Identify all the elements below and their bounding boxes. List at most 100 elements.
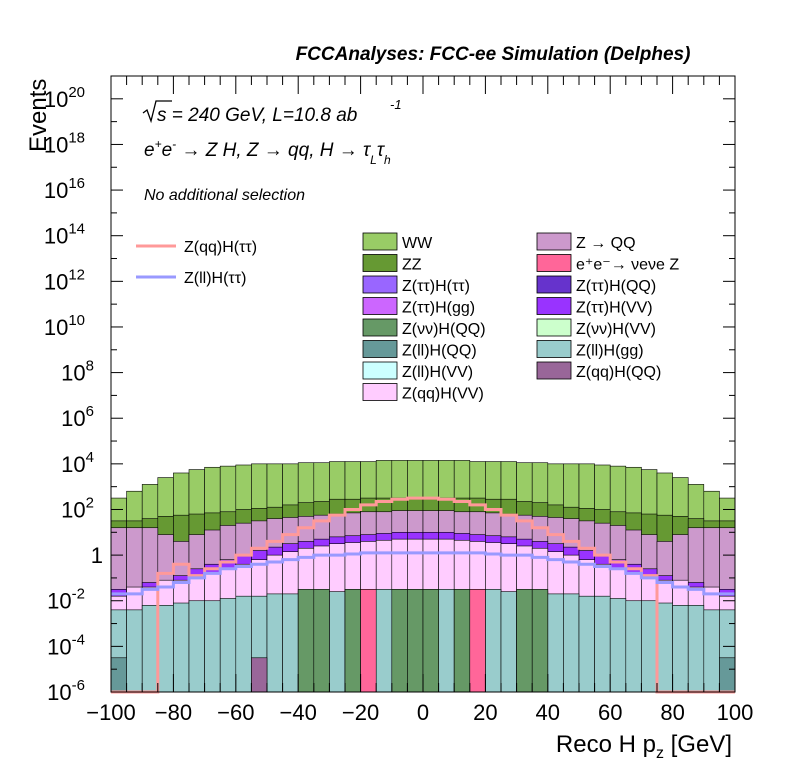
histogram-bar <box>219 598 237 693</box>
x-tick-label: −100 <box>86 700 136 725</box>
y-tick-label: 10-2 <box>47 586 85 614</box>
legend-line-label: Z(ll)H(ττ) <box>184 270 246 287</box>
x-tick-label: −20 <box>342 700 379 725</box>
legend-label: WW <box>402 235 433 252</box>
legend-swatch <box>536 232 572 251</box>
histogram-bar <box>282 593 299 693</box>
signal-line-Z(ll)H(ττ) <box>111 551 735 596</box>
legend-label: Z(ττ)H(QQ) <box>576 278 656 295</box>
legend-swatch <box>362 318 398 337</box>
x-tick-label: 80 <box>660 700 684 725</box>
histogram-bar <box>360 589 377 693</box>
energy-text: = 240 GeV, L=10.8 ab <box>167 105 358 126</box>
histogram-bar <box>297 589 315 693</box>
histogram-bar <box>141 605 159 693</box>
y-axis-label: Events <box>25 79 52 152</box>
histogram-bar <box>656 602 673 693</box>
legend-swatch <box>536 318 572 337</box>
x-tick-label: −80 <box>155 700 192 725</box>
svg-text:s = 240 GeV, L=10.8 ab: s = 240 GeV, L=10.8 ab <box>157 105 357 126</box>
y-tick-label: 10-6 <box>47 677 85 705</box>
y-axis-ticks: 102010181016101410121010108106104102110-… <box>44 84 735 705</box>
legend-swatch <box>362 275 398 294</box>
histogram-bar <box>578 595 595 693</box>
x-tick-label: −60 <box>217 700 254 725</box>
bins-Z(νν)H(QQ) <box>297 589 549 693</box>
legend-swatch <box>362 254 398 272</box>
histogram-bar <box>547 593 564 693</box>
legend-label: Z(qq)H(QQ) <box>576 364 661 381</box>
histogram-bar <box>329 591 346 693</box>
histogram-bar <box>204 600 221 693</box>
x-tick-label: 20 <box>473 700 497 725</box>
legend-swatch <box>536 254 572 272</box>
histogram-bar <box>719 657 736 693</box>
x-tick-label: 100 <box>717 700 754 725</box>
legend-background: WW Z → QQ ZZ e⁺e⁻→ νeνe Z Z(ττ)H(ττ) Z(ττ)H(Q… <box>362 232 679 403</box>
x-tick-label: −40 <box>280 700 317 725</box>
signal-line-Z(qq)H(ττ) <box>111 496 735 694</box>
histogram-bar <box>313 589 330 693</box>
y-tick-label: 106 <box>61 403 94 431</box>
histogram-bar <box>266 593 283 693</box>
histogram-bar <box>391 589 408 693</box>
y-tick-label: 108 <box>61 358 94 386</box>
legend-label: Z(ττ)H(ττ) <box>402 278 470 295</box>
histogram-bar <box>188 600 205 693</box>
y-tick-label: 104 <box>61 449 94 477</box>
selection-text: No additional selection <box>144 187 305 204</box>
y-tick-label: 1020 <box>44 84 85 112</box>
x-tick-label: 40 <box>536 700 560 725</box>
energy-annotation: s = 240 GeV, L=10.8 ab -1 <box>142 97 402 126</box>
legend-swatch <box>362 361 398 380</box>
histogram-bar <box>173 602 190 693</box>
legend-label: Z(ττ)H(gg) <box>402 300 475 317</box>
histogram-bar <box>235 595 252 693</box>
histogram-bar <box>375 589 393 693</box>
legend-swatch <box>536 275 572 294</box>
histogram-bar <box>609 598 627 693</box>
y-tick-label: 1014 <box>44 221 85 249</box>
legend-label: Z(νν)H(QQ) <box>402 321 486 338</box>
legend-label: Z(ττ)H(VV) <box>576 300 653 317</box>
legend-swatch <box>536 361 572 380</box>
y-tick-label: 1016 <box>44 175 85 203</box>
legend-label: Z(νν)H(VV) <box>576 321 656 338</box>
sqrt-symbol <box>142 100 172 124</box>
histogram-bar <box>672 605 689 693</box>
bins-Z(ll)H(QQ) <box>110 657 736 693</box>
legend-label: ZZ <box>402 257 422 274</box>
x-tick-label: 60 <box>598 700 622 725</box>
histogram-bar <box>469 589 486 693</box>
legend-label: Z(qq)H(VV) <box>402 386 484 403</box>
y-tick-label: 1012 <box>44 266 85 294</box>
histogram-bar <box>500 591 517 693</box>
histogram-bar <box>703 609 720 693</box>
y-tick-label: 102 <box>61 494 94 522</box>
histogram-bar <box>687 605 705 693</box>
histogram-bar <box>126 609 143 693</box>
histogram-bar <box>251 657 268 693</box>
legend-swatch <box>362 340 398 358</box>
legend-swatch <box>536 297 572 315</box>
histogram-bar <box>531 589 549 693</box>
x-axis-label: Reco H pz [GeV] <box>556 731 732 762</box>
legend-swatch <box>362 232 398 251</box>
lumi-exponent: -1 <box>390 97 402 112</box>
legend-label: Z(ll)H(VV) <box>402 364 473 381</box>
legend-swatch <box>362 297 398 315</box>
legend-label: Z(ll)H(gg) <box>576 343 644 360</box>
x-tick-label: 0 <box>417 700 429 725</box>
histogram-bar <box>641 600 658 693</box>
bins-Z(qq)H(QQ) <box>251 657 268 693</box>
y-tick-label: 10-4 <box>47 631 85 659</box>
legend-swatch <box>362 383 398 401</box>
histogram-bar <box>625 600 642 693</box>
histogram-bar <box>485 589 502 693</box>
histogram-bar <box>594 595 611 693</box>
legend-label: Z → QQ <box>576 235 636 252</box>
histogram-bar <box>453 589 471 693</box>
bins-e⁺e⁻→ νeνe Z <box>360 589 486 693</box>
legend-signal: Z(qq)H(ττ) Z(ll)H(ττ) <box>136 239 257 287</box>
